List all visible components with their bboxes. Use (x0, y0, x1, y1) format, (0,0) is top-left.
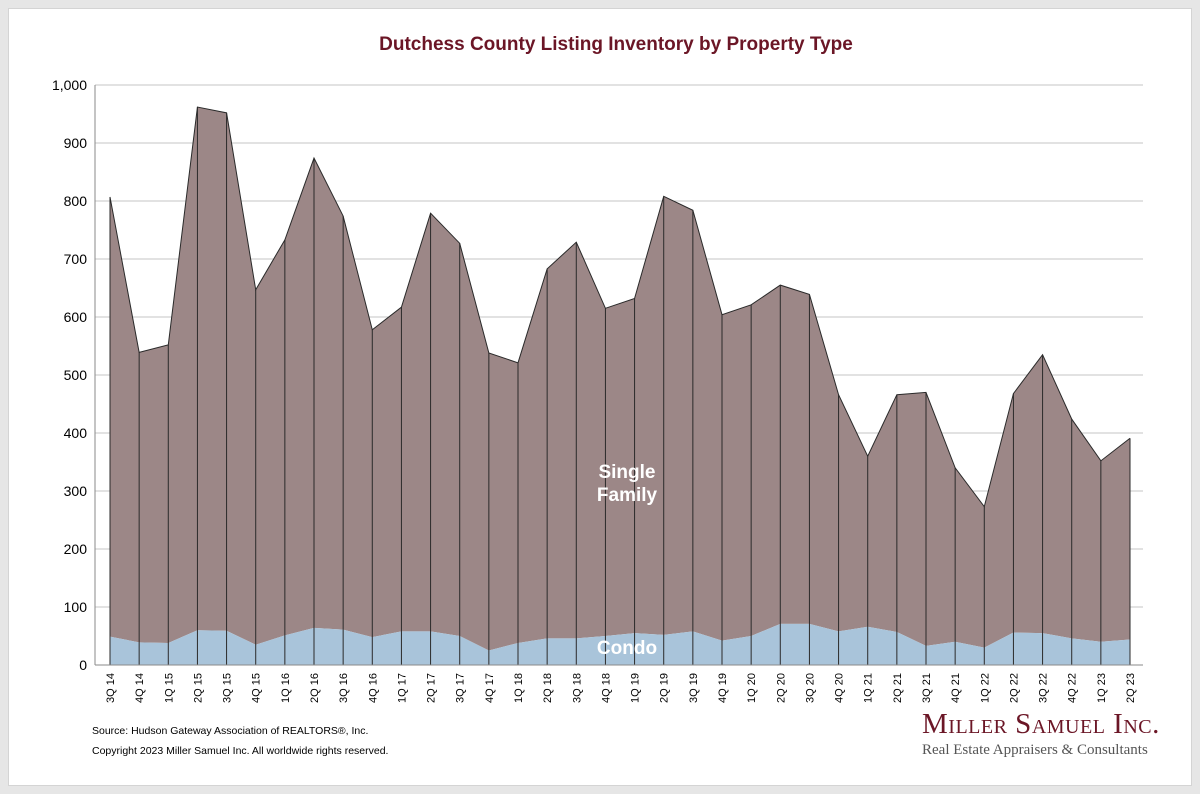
x-tick-label: 1Q 16 (280, 673, 292, 703)
x-tick-label: 1Q 15 (163, 673, 175, 703)
x-tick-label: 2Q 22 (1008, 673, 1020, 703)
x-tick-label: 1Q 23 (1096, 673, 1108, 703)
x-tick-label: 1Q 22 (979, 673, 991, 703)
x-tick-label: 4Q 19 (717, 673, 729, 703)
company-logo: Miller Samuel Inc. Real Estate Appraiser… (922, 708, 1162, 759)
y-tick-label: 600 (64, 309, 88, 325)
x-tick-label: 1Q 18 (513, 673, 525, 703)
x-tick-label: 2Q 17 (426, 673, 438, 703)
x-tick-label: 3Q 18 (571, 673, 583, 703)
chart-title: Dutchess County Listing Inventory by Pro… (379, 34, 853, 55)
logo-name: Miller Samuel Inc. (922, 708, 1160, 740)
copyright-note: Copyright 2023 Miller Samuel Inc. All wo… (92, 745, 389, 757)
y-tick-label: 1,000 (52, 77, 87, 93)
y-tick-label: 100 (64, 599, 88, 615)
x-tick-label: 2Q 18 (542, 673, 554, 703)
x-tick-label: 1Q 19 (630, 673, 642, 703)
x-tick-label: 4Q 14 (134, 673, 146, 703)
single-family-label: Single (598, 462, 655, 483)
source-note: Source: Hudson Gateway Association of RE… (92, 725, 369, 737)
condo-label: Condo (597, 638, 657, 659)
x-tick-label: 2Q 15 (192, 673, 204, 703)
x-tick-label: 4Q 15 (251, 673, 263, 703)
x-tick-label: 2Q 20 (775, 673, 787, 703)
x-tick-label: 3Q 21 (921, 673, 933, 703)
y-tick-label: 300 (64, 483, 88, 499)
y-tick-label: 800 (64, 193, 88, 209)
x-tick-label: 4Q 17 (484, 673, 496, 703)
x-tick-label: 4Q 16 (367, 673, 379, 703)
x-tick-label: 2Q 19 (659, 673, 671, 703)
x-tick-label: 1Q 20 (746, 673, 758, 703)
logo-tagline: Real Estate Appraisers & Consultants (922, 742, 1148, 758)
x-tick-label: 3Q 22 (1038, 673, 1050, 703)
x-tick-label: 1Q 21 (863, 673, 875, 703)
x-tick-label: 4Q 20 (834, 673, 846, 703)
x-tick-label: 2Q 21 (892, 673, 904, 703)
x-tick-label: 2Q 16 (309, 673, 321, 703)
x-tick-label: 3Q 14 (105, 673, 117, 703)
single-family-line (109, 106, 1131, 508)
x-tick-label: 3Q 16 (338, 673, 350, 703)
y-tick-label: 200 (64, 541, 88, 557)
x-tick-label: 3Q 15 (222, 673, 234, 703)
single-family-area (110, 107, 1130, 651)
y-tick-label: 500 (64, 367, 88, 383)
x-tick-label: 4Q 22 (1067, 673, 1079, 703)
x-tick-label: 2Q 23 (1125, 673, 1137, 703)
x-tick-label: 3Q 19 (688, 673, 700, 703)
x-tick-label: 1Q 17 (396, 673, 408, 703)
y-tick-label: 0 (79, 657, 87, 673)
x-tick-label: 4Q 18 (600, 673, 612, 703)
y-tick-label: 400 (64, 425, 88, 441)
x-tick-label: 3Q 20 (804, 673, 816, 703)
y-tick-label: 700 (64, 251, 88, 267)
condo-area (110, 623, 1130, 665)
x-tick-label: 4Q 21 (950, 673, 962, 703)
y-tick-label: 900 (64, 135, 88, 151)
single-family-label: Family (597, 485, 658, 506)
x-tick-label: 3Q 17 (455, 673, 467, 703)
